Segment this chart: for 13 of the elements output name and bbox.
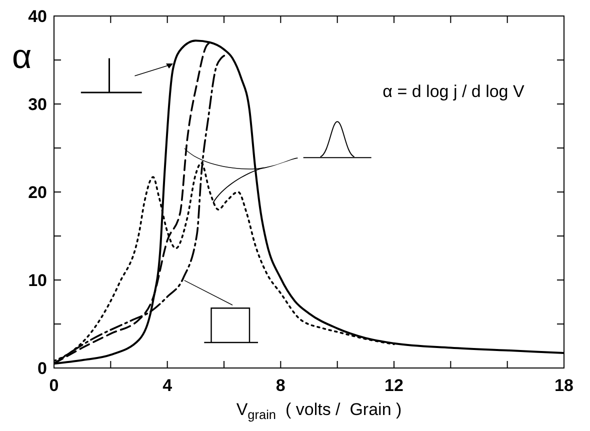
y-tick-label: 10 xyxy=(28,271,47,290)
x-tick-label: 12 xyxy=(384,376,404,395)
y-tick-label: 30 xyxy=(28,95,47,114)
y-tick-label: 40 xyxy=(28,7,47,26)
y-tick-label: 20 xyxy=(28,183,47,202)
annotation: α = d log j / d log V xyxy=(382,82,525,101)
y-tick-label: 0 xyxy=(38,359,47,378)
x-tick-label: 0 xyxy=(49,376,59,395)
x-tick-label: 4 xyxy=(162,376,173,395)
x-tick-label: 8 xyxy=(276,376,286,395)
y-axis-title: α xyxy=(12,38,32,76)
x-tick-label: 18 xyxy=(554,376,574,395)
x-axis-title: V$_{grain}$ ( volts / Grain ) xyxy=(236,400,402,422)
